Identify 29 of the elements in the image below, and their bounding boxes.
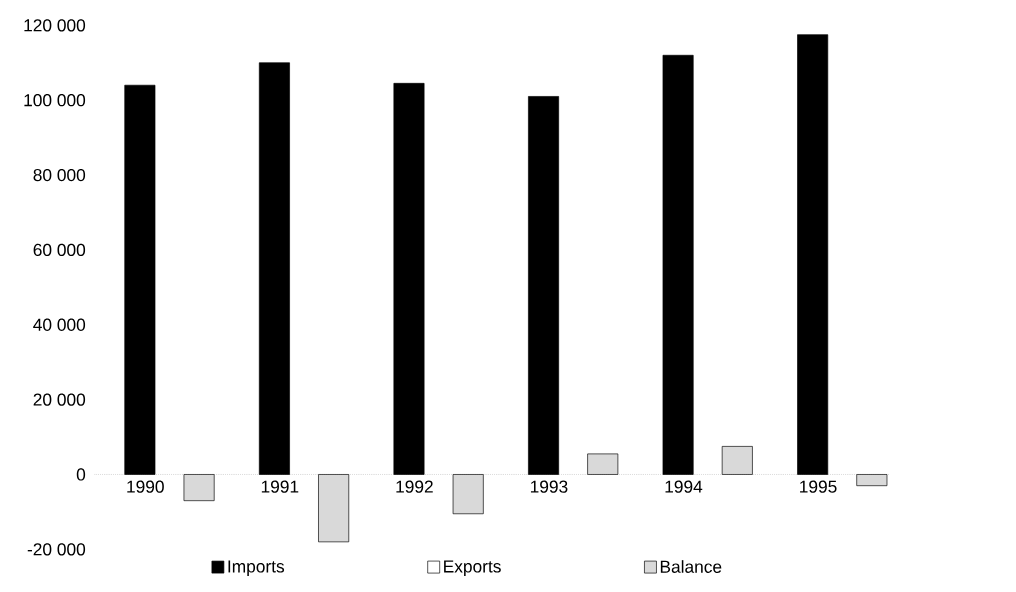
bar — [258, 62, 290, 475]
y-tick-label: 60 000 — [33, 243, 86, 257]
y-tick-label: 20 000 — [33, 393, 86, 406]
bar — [856, 474, 888, 487]
bar — [662, 54, 694, 475]
x-tick-label: 1993 — [530, 480, 568, 493]
bar — [183, 474, 215, 502]
legend-label: Balance — [660, 560, 722, 573]
bar — [393, 83, 425, 475]
y-tick-label: 0 — [76, 468, 86, 481]
y-tick-label: 40 000 — [33, 318, 86, 331]
y-tick-label: 120 000 — [24, 19, 86, 32]
x-tick-label: 1991 — [261, 480, 299, 493]
y-tick-label: -20 000 — [27, 543, 86, 556]
bar — [452, 474, 484, 515]
legend-label: Exports — [444, 560, 501, 577]
bar — [721, 446, 753, 475]
x-tick-label: 1994 — [665, 480, 703, 493]
x-tick-label: 1990 — [127, 480, 164, 493]
x-tick-label: 1995 — [800, 480, 837, 493]
legend-label: Imports — [228, 560, 285, 577]
bar — [587, 453, 619, 475]
x-tick-label: 1992 — [396, 480, 433, 493]
bar — [528, 96, 560, 475]
y-tick-label: 80 000 — [33, 168, 86, 182]
bar — [318, 474, 350, 543]
bar — [797, 34, 829, 475]
y-tick-label: 100 000 — [24, 94, 86, 107]
bar — [124, 84, 156, 475]
